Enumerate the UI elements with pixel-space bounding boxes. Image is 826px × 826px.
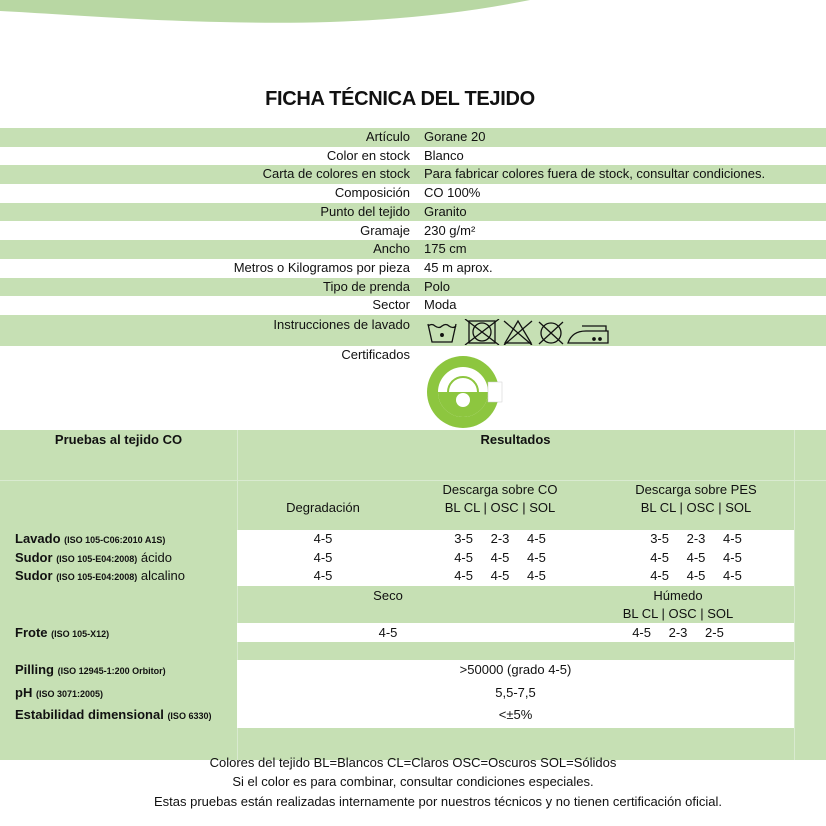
spec-label: Metros o Kilogramos por pieza bbox=[233, 259, 410, 275]
spec-label: Punto del tejido bbox=[320, 203, 410, 219]
col-pes-sub: BL CL | OSC | SOL bbox=[640, 500, 752, 515]
other-row-label: Pilling (ISO 12945-1:200 Orbitor) bbox=[15, 662, 166, 677]
care-symbols bbox=[427, 319, 609, 345]
iron-medium-icon bbox=[567, 325, 609, 344]
col-co: Descarga sobre CO bbox=[442, 482, 558, 497]
header-wave bbox=[0, 0, 530, 23]
spec-label: Carta de colores en stock bbox=[262, 166, 410, 182]
other-box bbox=[237, 660, 794, 728]
test-pes: 3-5 2-3 4-5 bbox=[650, 531, 742, 546]
test-co: 3-5 2-3 4-5 bbox=[454, 531, 546, 546]
spec-label: Composición bbox=[334, 185, 410, 201]
test-row-label: Sudor (ISO 105-E04:2008) alcalino bbox=[15, 568, 185, 584]
no-tumble-dry-icon bbox=[464, 319, 500, 345]
spec-value: Gorane 20 bbox=[424, 129, 486, 144]
spec-row: Composición CO 100% bbox=[0, 184, 826, 203]
spec-row: Punto del tejido Granito bbox=[0, 202, 826, 222]
spec-label: Artículo bbox=[365, 129, 410, 144]
spec-row: Gramaje 230 g/m² bbox=[0, 221, 826, 241]
tests-header-left: Pruebas al tejido CO bbox=[54, 432, 183, 447]
page-title: FICHA TÉCNICA DEL TEJIDO bbox=[265, 88, 535, 110]
disclaimer: Estas pruebas están realizadas intername… bbox=[154, 794, 722, 809]
tests-header-right: Resultados bbox=[480, 432, 551, 447]
wash-30-icon bbox=[427, 323, 457, 343]
test-deg: 4-5 bbox=[313, 568, 333, 584]
spec-value: Polo bbox=[424, 278, 451, 294]
test-pes: 4-5 4-5 4-5 bbox=[650, 549, 742, 565]
col-degradacion: Degradación bbox=[286, 500, 360, 515]
spec-row: Metros o Kilogramos por pieza 45 m aprox. bbox=[0, 258, 826, 278]
test-row-label: Lavado (ISO 105-C06:2010 A1S) bbox=[15, 531, 166, 546]
other-row-value: 5,5-7,5 bbox=[495, 684, 536, 700]
spec-row: Artículo Gorane 20 bbox=[0, 128, 826, 147]
spec-label: Gramaje bbox=[360, 222, 410, 238]
organic-cotton-logo bbox=[427, 356, 503, 428]
spec-label: Tipo de prenda bbox=[323, 278, 410, 294]
frote-humedo: 4-5 2-3 2-5 bbox=[632, 625, 724, 640]
frote-label: Frote (ISO 105-X12) bbox=[15, 625, 110, 640]
other-row-value: >50000 (grado 4-5) bbox=[459, 662, 572, 677]
note-2: Si el color es para combinar, consultar … bbox=[232, 774, 594, 789]
spec-row: Tipo de prenda Polo bbox=[0, 277, 826, 297]
note-1: Colores del tejido BL=Blancos CL=Claros … bbox=[209, 755, 617, 770]
spec-value: Moda bbox=[424, 297, 457, 313]
test-deg: 4-5 bbox=[313, 549, 333, 565]
spec-value: 45 m aprox. bbox=[424, 259, 493, 275]
no-bleach-icon bbox=[503, 319, 533, 345]
test-co: 4-5 4-5 4-5 bbox=[454, 568, 546, 584]
other-row-label: pH (ISO 3071:2005) bbox=[15, 684, 104, 700]
spec-row: Carta de colores en stock Para fabricar c… bbox=[0, 165, 826, 185]
spec-label: Color en stock bbox=[326, 147, 410, 163]
humedo-label: Húmedo bbox=[653, 588, 703, 603]
spec-value: Blanco bbox=[424, 147, 464, 163]
col-pes: Descarga sobre PES bbox=[635, 482, 757, 497]
spec-value: Granito bbox=[424, 203, 467, 219]
other-row-value: <±5% bbox=[498, 707, 533, 722]
col-co-sub: BL CL | OSC | SOL bbox=[444, 500, 556, 515]
test-row-label: Sudor (ISO 105-E04:2008) ácido bbox=[15, 549, 172, 565]
spec-row: Sector Moda bbox=[0, 296, 826, 315]
seco-label: Seco bbox=[373, 588, 403, 603]
spec-value: Para fabricar colores fuera de stock, co… bbox=[424, 166, 766, 182]
care-row: Instrucciones de lavado bbox=[0, 315, 826, 346]
spec-row: Color en stock Blanco bbox=[0, 146, 826, 166]
spec-label: Sector bbox=[372, 297, 410, 313]
other-row-label: Estabilidad dimensional (ISO 6330) bbox=[15, 707, 212, 722]
spec-value: 175 cm bbox=[424, 241, 467, 257]
spec-row: Ancho 175 cm bbox=[0, 240, 826, 259]
spec-value: CO 100% bbox=[424, 185, 481, 201]
humedo-sub: BL CL | OSC | SOL bbox=[622, 606, 734, 621]
results-box bbox=[237, 530, 794, 586]
test-deg: 4-5 bbox=[313, 531, 333, 546]
no-dry-clean-icon bbox=[538, 321, 564, 345]
test-co: 4-5 4-5 4-5 bbox=[454, 549, 546, 565]
frote-seco: 4-5 bbox=[378, 625, 398, 640]
care-label: Instrucciones de lavado bbox=[273, 317, 410, 332]
frote-box bbox=[237, 623, 794, 642]
certs-label: Certificados bbox=[341, 347, 410, 362]
test-pes: 4-5 4-5 4-5 bbox=[650, 568, 742, 584]
certs-row: Certificados bbox=[0, 346, 826, 430]
spec-label: Ancho bbox=[373, 241, 410, 257]
spec-value: 230 g/m² bbox=[424, 222, 476, 238]
